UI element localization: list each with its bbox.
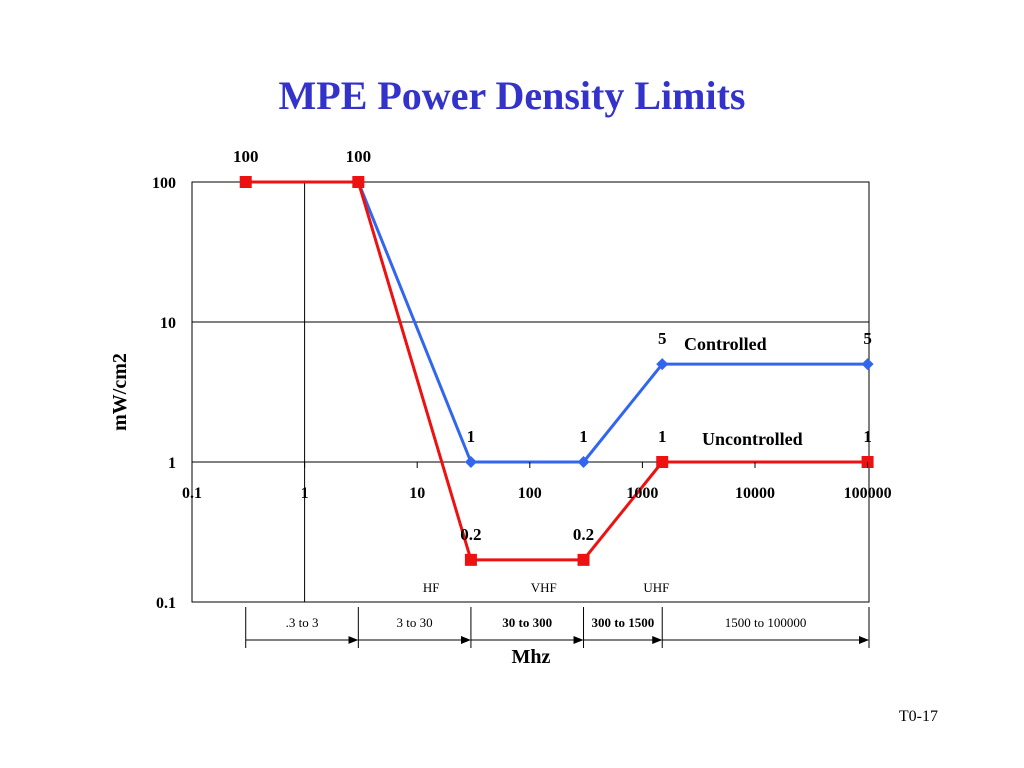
data-point-uncontrolled: [239, 176, 252, 188]
x-tick-label: 100000: [844, 485, 892, 502]
data-point-controlled: [656, 358, 669, 371]
range-label: 1500 to 100000: [725, 615, 807, 630]
data-point-controlled: [464, 456, 477, 468]
data-label: 5: [863, 329, 872, 348]
data-label: 1: [863, 427, 872, 446]
band-label: HF: [423, 580, 440, 595]
y-tick-label: 1: [168, 455, 176, 472]
data-point-uncontrolled: [464, 553, 477, 566]
series-label-uncontrolled: Uncontrolled: [702, 429, 803, 449]
data-point-controlled: [861, 358, 874, 371]
data-label: 5: [658, 329, 667, 348]
range-label: 30 to 300: [502, 615, 552, 630]
series-line-uncontrolled: [245, 180, 868, 562]
x-tick-label: 10000: [735, 485, 775, 502]
data-label: 1: [579, 427, 588, 446]
grid-layer: [191, 181, 870, 603]
y-tick-label: 100: [152, 175, 176, 192]
x-tick-label: 100: [518, 485, 542, 502]
data-point-uncontrolled: [352, 176, 365, 188]
series-label-controlled: Controlled: [684, 334, 767, 354]
range-layer: .3 to 3 3 to 30 30 to 300 300 to 1500 1500 t…: [245, 607, 870, 648]
data-label: 0.2: [460, 525, 481, 544]
slide-number: T0-17: [898, 708, 938, 725]
data-point-controlled: [577, 456, 590, 468]
band-layer: HF VHF UHF: [423, 580, 670, 595]
y-tick-label: 0.1: [156, 595, 176, 612]
tick-layer: 0.1 1 10 100 0.1 1 10 100 1000 10000 100000: [152, 175, 892, 612]
data-label: 1: [467, 427, 476, 446]
data-point-uncontrolled: [656, 456, 669, 468]
data-point-uncontrolled: [577, 553, 590, 566]
data-label: 1: [658, 427, 667, 446]
plot-area: [191, 181, 870, 603]
y-axis-label: mW/cm2: [109, 353, 131, 431]
band-label: VHF: [531, 580, 557, 595]
band-label: UHF: [643, 580, 669, 595]
x-axis-label: Mhz: [512, 646, 551, 668]
data-label: 100: [233, 147, 259, 166]
slide-title: MPE Power Density Limits: [278, 73, 746, 118]
x-tick-label: 1000: [626, 485, 658, 502]
range-label: .3 to 3: [286, 615, 319, 630]
data-label: 100: [346, 147, 372, 166]
range-label: 300 to 1500: [591, 615, 654, 630]
x-tick-label: 0.1: [182, 485, 202, 502]
y-tick-label: 10: [160, 315, 176, 332]
series-layer: [239, 176, 874, 566]
x-tick-label: 10: [409, 485, 425, 502]
data-label: 0.2: [573, 525, 594, 544]
x-tick-label: 1: [301, 485, 309, 502]
range-label: 3 to 30: [397, 615, 433, 630]
label-layer: 1 1 5 5 100 100 0.2 0.2 1 1 Controlled Uncontrolled: [233, 147, 872, 544]
